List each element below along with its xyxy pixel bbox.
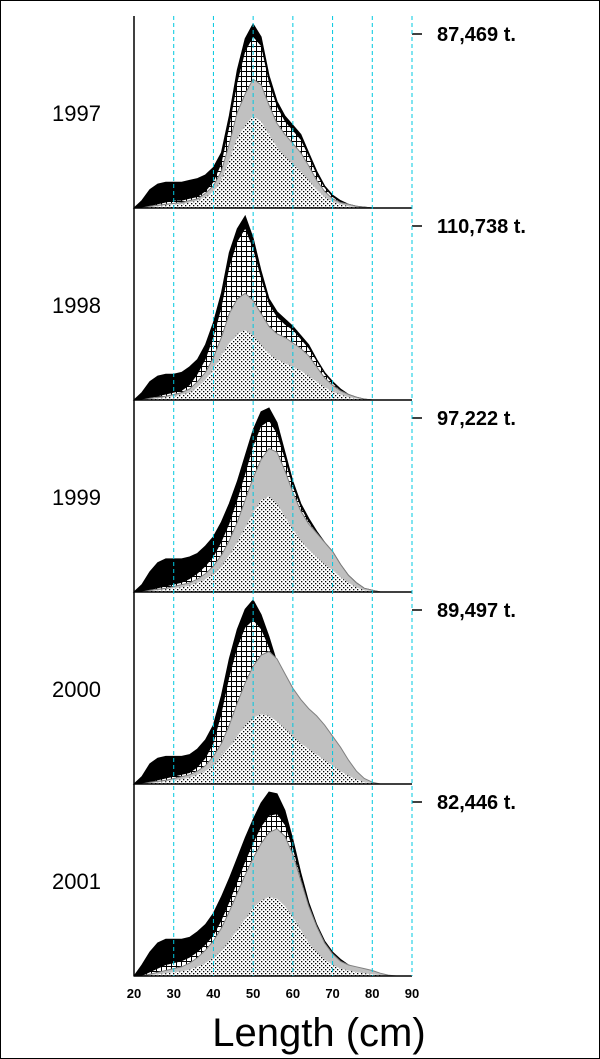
series-stipple-1997 xyxy=(134,116,412,208)
x-tick-60: 60 xyxy=(286,986,300,1001)
panel-2001: 2001 82,446 t. xyxy=(52,791,516,977)
series-stipple-2001 xyxy=(134,896,412,976)
x-axis-label: Length (cm) xyxy=(212,1011,425,1055)
panel-1999: 1999 97,222 t. xyxy=(52,407,516,593)
panel-1998: 1998 110,738 t. xyxy=(52,214,526,401)
year-label-1998: 1998 xyxy=(52,293,101,318)
series-stipple-2000 xyxy=(134,714,412,784)
panel-2000: 2000 89,497 t. xyxy=(52,599,516,785)
panels: 1997 87,469 t. 1998 110,738 t. 1999 97,222 t.… xyxy=(52,23,526,977)
total-label-2001: 82,446 t. xyxy=(437,792,516,814)
year-label-2001: 2001 xyxy=(52,869,101,894)
total-label-1997: 87,469 t. xyxy=(437,24,516,46)
gridlines xyxy=(173,16,413,976)
x-tick-80: 80 xyxy=(365,986,379,1001)
year-label-1997: 1997 xyxy=(52,101,101,126)
year-label-1999: 1999 xyxy=(52,485,101,510)
x-tick-40: 40 xyxy=(206,986,220,1001)
total-label-2000: 89,497 t. xyxy=(437,600,516,622)
total-label-1999: 97,222 t. xyxy=(437,408,516,430)
series-crosshatch-1998 xyxy=(134,228,412,400)
panel-1997: 1997 87,469 t. xyxy=(52,23,516,209)
series-stipple-1998 xyxy=(134,330,412,400)
x-tick-70: 70 xyxy=(325,986,339,1001)
year-label-2000: 2000 xyxy=(52,677,101,702)
x-tick-labels: 20 30 40 50 60 70 80 90 xyxy=(127,986,419,1001)
x-tick-30: 30 xyxy=(166,986,180,1001)
x-tick-50: 50 xyxy=(246,986,260,1001)
x-tick-90: 90 xyxy=(405,986,419,1001)
series-stipple-1999 xyxy=(134,496,412,592)
x-tick-20: 20 xyxy=(127,986,141,1001)
total-label-1998: 110,738 t. xyxy=(437,216,526,238)
